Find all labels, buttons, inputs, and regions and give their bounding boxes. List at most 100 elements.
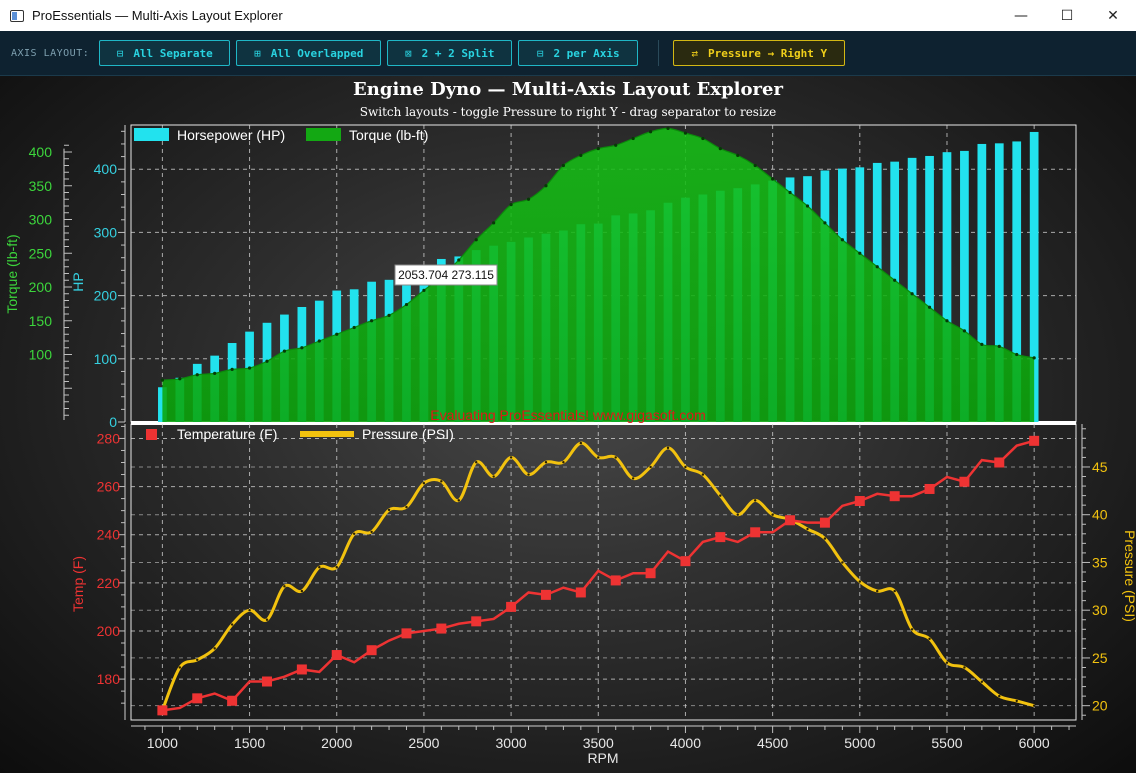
torque-point bbox=[614, 143, 618, 147]
pressure-point bbox=[753, 499, 757, 502]
pressure-right-y-toggle[interactable]: ⇄ Pressure → Right Y bbox=[673, 40, 846, 66]
torque-tick-label: 250 bbox=[29, 245, 53, 261]
legend-swatch-pressure bbox=[300, 431, 354, 437]
pressure-point bbox=[666, 446, 670, 450]
hp-bar bbox=[994, 143, 1004, 422]
temperature-marker bbox=[401, 628, 412, 639]
torque-point bbox=[666, 126, 670, 130]
x-tick-label: 5000 bbox=[844, 735, 875, 751]
torque-point bbox=[910, 292, 914, 296]
temp-tick-label: 200 bbox=[97, 623, 121, 639]
torque-point bbox=[718, 147, 722, 151]
pressure-point bbox=[440, 480, 443, 483]
pressure-point bbox=[405, 505, 408, 509]
pressure-point bbox=[823, 537, 827, 540]
torque-tick-label: 350 bbox=[29, 178, 53, 194]
all-separate-button[interactable]: ⊟ All Separate bbox=[99, 40, 231, 66]
pressure-tick-label: 20 bbox=[1092, 698, 1108, 714]
temperature-marker bbox=[750, 527, 761, 538]
pressure-tick-label: 45 bbox=[1092, 459, 1108, 475]
pressure-point bbox=[579, 441, 583, 445]
temperature-marker bbox=[506, 601, 517, 612]
close-button[interactable]: ✕ bbox=[1107, 7, 1119, 24]
torque-axis-title: Torque (lb-ft) bbox=[4, 234, 20, 313]
x-tick-label: 2000 bbox=[321, 735, 352, 751]
pressure-point bbox=[597, 456, 600, 459]
hp-bar bbox=[942, 152, 952, 422]
hp-tick-label: 400 bbox=[94, 161, 118, 177]
torque-point bbox=[736, 153, 740, 157]
bottom-legend: Temperature (F) Pressure (PSI) bbox=[146, 426, 454, 442]
pressure-point bbox=[265, 618, 269, 621]
torque-point bbox=[683, 131, 688, 135]
torque-tick-label: 150 bbox=[29, 313, 53, 329]
pressure-point bbox=[876, 589, 879, 593]
temp-tick-label: 280 bbox=[97, 430, 121, 446]
pressure-point bbox=[1032, 704, 1036, 707]
pressure-point bbox=[352, 532, 356, 536]
torque-point bbox=[945, 319, 949, 323]
torque-point bbox=[509, 203, 513, 207]
temperature-marker bbox=[819, 517, 830, 528]
x-tick-label: 3000 bbox=[496, 735, 527, 751]
all-overlapped-button[interactable]: ⊞ All Overlapped bbox=[236, 40, 382, 66]
chart-svg[interactable]: Engine Dyno — Multi-Axis Layout Explorer… bbox=[0, 76, 1136, 773]
hp-tick-label: 0 bbox=[109, 414, 117, 430]
pressure-point bbox=[928, 637, 931, 641]
temperature-marker bbox=[331, 650, 342, 661]
pressure-point bbox=[998, 694, 1001, 698]
pressure-point bbox=[370, 530, 373, 534]
torque-point bbox=[1015, 352, 1019, 357]
torque-point bbox=[875, 265, 879, 269]
hp-axis-title: HP bbox=[70, 272, 86, 291]
maximize-button[interactable]: ☐ bbox=[1060, 7, 1074, 24]
pressure-point bbox=[283, 585, 286, 588]
pressure-point bbox=[492, 475, 495, 478]
torque-point bbox=[247, 366, 252, 370]
hp-tick-label: 200 bbox=[94, 288, 118, 304]
separate-layout-icon: ⊟ bbox=[116, 46, 124, 60]
temp-tick-label: 240 bbox=[97, 527, 121, 543]
split-2-2-button[interactable]: ⊠ 2 + 2 Split bbox=[387, 40, 513, 66]
temp-tick-label: 220 bbox=[97, 575, 121, 591]
hp-bar bbox=[960, 150, 969, 422]
torque-point bbox=[771, 177, 775, 181]
torque-point bbox=[492, 221, 496, 225]
two-per-axis-button[interactable]: ⊟ 2 per Axis bbox=[518, 40, 639, 66]
top-panel bbox=[131, 125, 1076, 423]
torque-point bbox=[422, 288, 426, 292]
torque-point bbox=[404, 302, 409, 307]
hover-tooltip: 2053.704 273.115 bbox=[394, 264, 498, 286]
temperature-marker bbox=[889, 491, 900, 502]
torque-point bbox=[980, 342, 984, 346]
pressure-point bbox=[230, 623, 234, 626]
panel-separator-handle[interactable] bbox=[131, 421, 1076, 425]
x-tick-label: 2500 bbox=[408, 735, 439, 751]
temperature-line bbox=[162, 439, 1035, 712]
pressure-tick-label: 35 bbox=[1092, 554, 1108, 570]
pressure-point bbox=[701, 473, 705, 476]
pressure-point bbox=[893, 589, 896, 593]
legend-label-pressure: Pressure (PSI) bbox=[362, 426, 454, 442]
pressure-right-y-label: Pressure → Right Y bbox=[707, 46, 828, 60]
torque-point bbox=[526, 197, 531, 201]
hp-bar bbox=[1012, 141, 1022, 422]
tooltip-box bbox=[394, 264, 498, 286]
temperature-marker bbox=[436, 623, 447, 634]
window-title: ProEssentials — Multi-Axis Layout Explor… bbox=[32, 8, 283, 23]
pressure-point bbox=[841, 561, 844, 564]
split-2-2-label: 2 + 2 Split bbox=[421, 46, 495, 60]
torque-point bbox=[753, 163, 757, 168]
pressure-point bbox=[980, 680, 984, 684]
minimize-button[interactable]: — bbox=[1014, 7, 1028, 24]
torque-point bbox=[352, 325, 356, 330]
temperature-marker bbox=[715, 532, 726, 543]
axis-layout-label: AXIS LAYOUT: bbox=[11, 47, 90, 59]
pressure-point bbox=[684, 465, 687, 469]
chart-area[interactable]: Engine Dyno — Multi-Axis Layout Explorer… bbox=[0, 76, 1136, 773]
torque-point bbox=[457, 258, 461, 262]
temperature-marker bbox=[854, 496, 865, 507]
axis-layout-toolbar: AXIS LAYOUT: ⊟ All Separate ⊞ All Overla… bbox=[0, 31, 1136, 76]
torque-point bbox=[893, 278, 897, 282]
x-tick-label: 4000 bbox=[670, 735, 701, 751]
